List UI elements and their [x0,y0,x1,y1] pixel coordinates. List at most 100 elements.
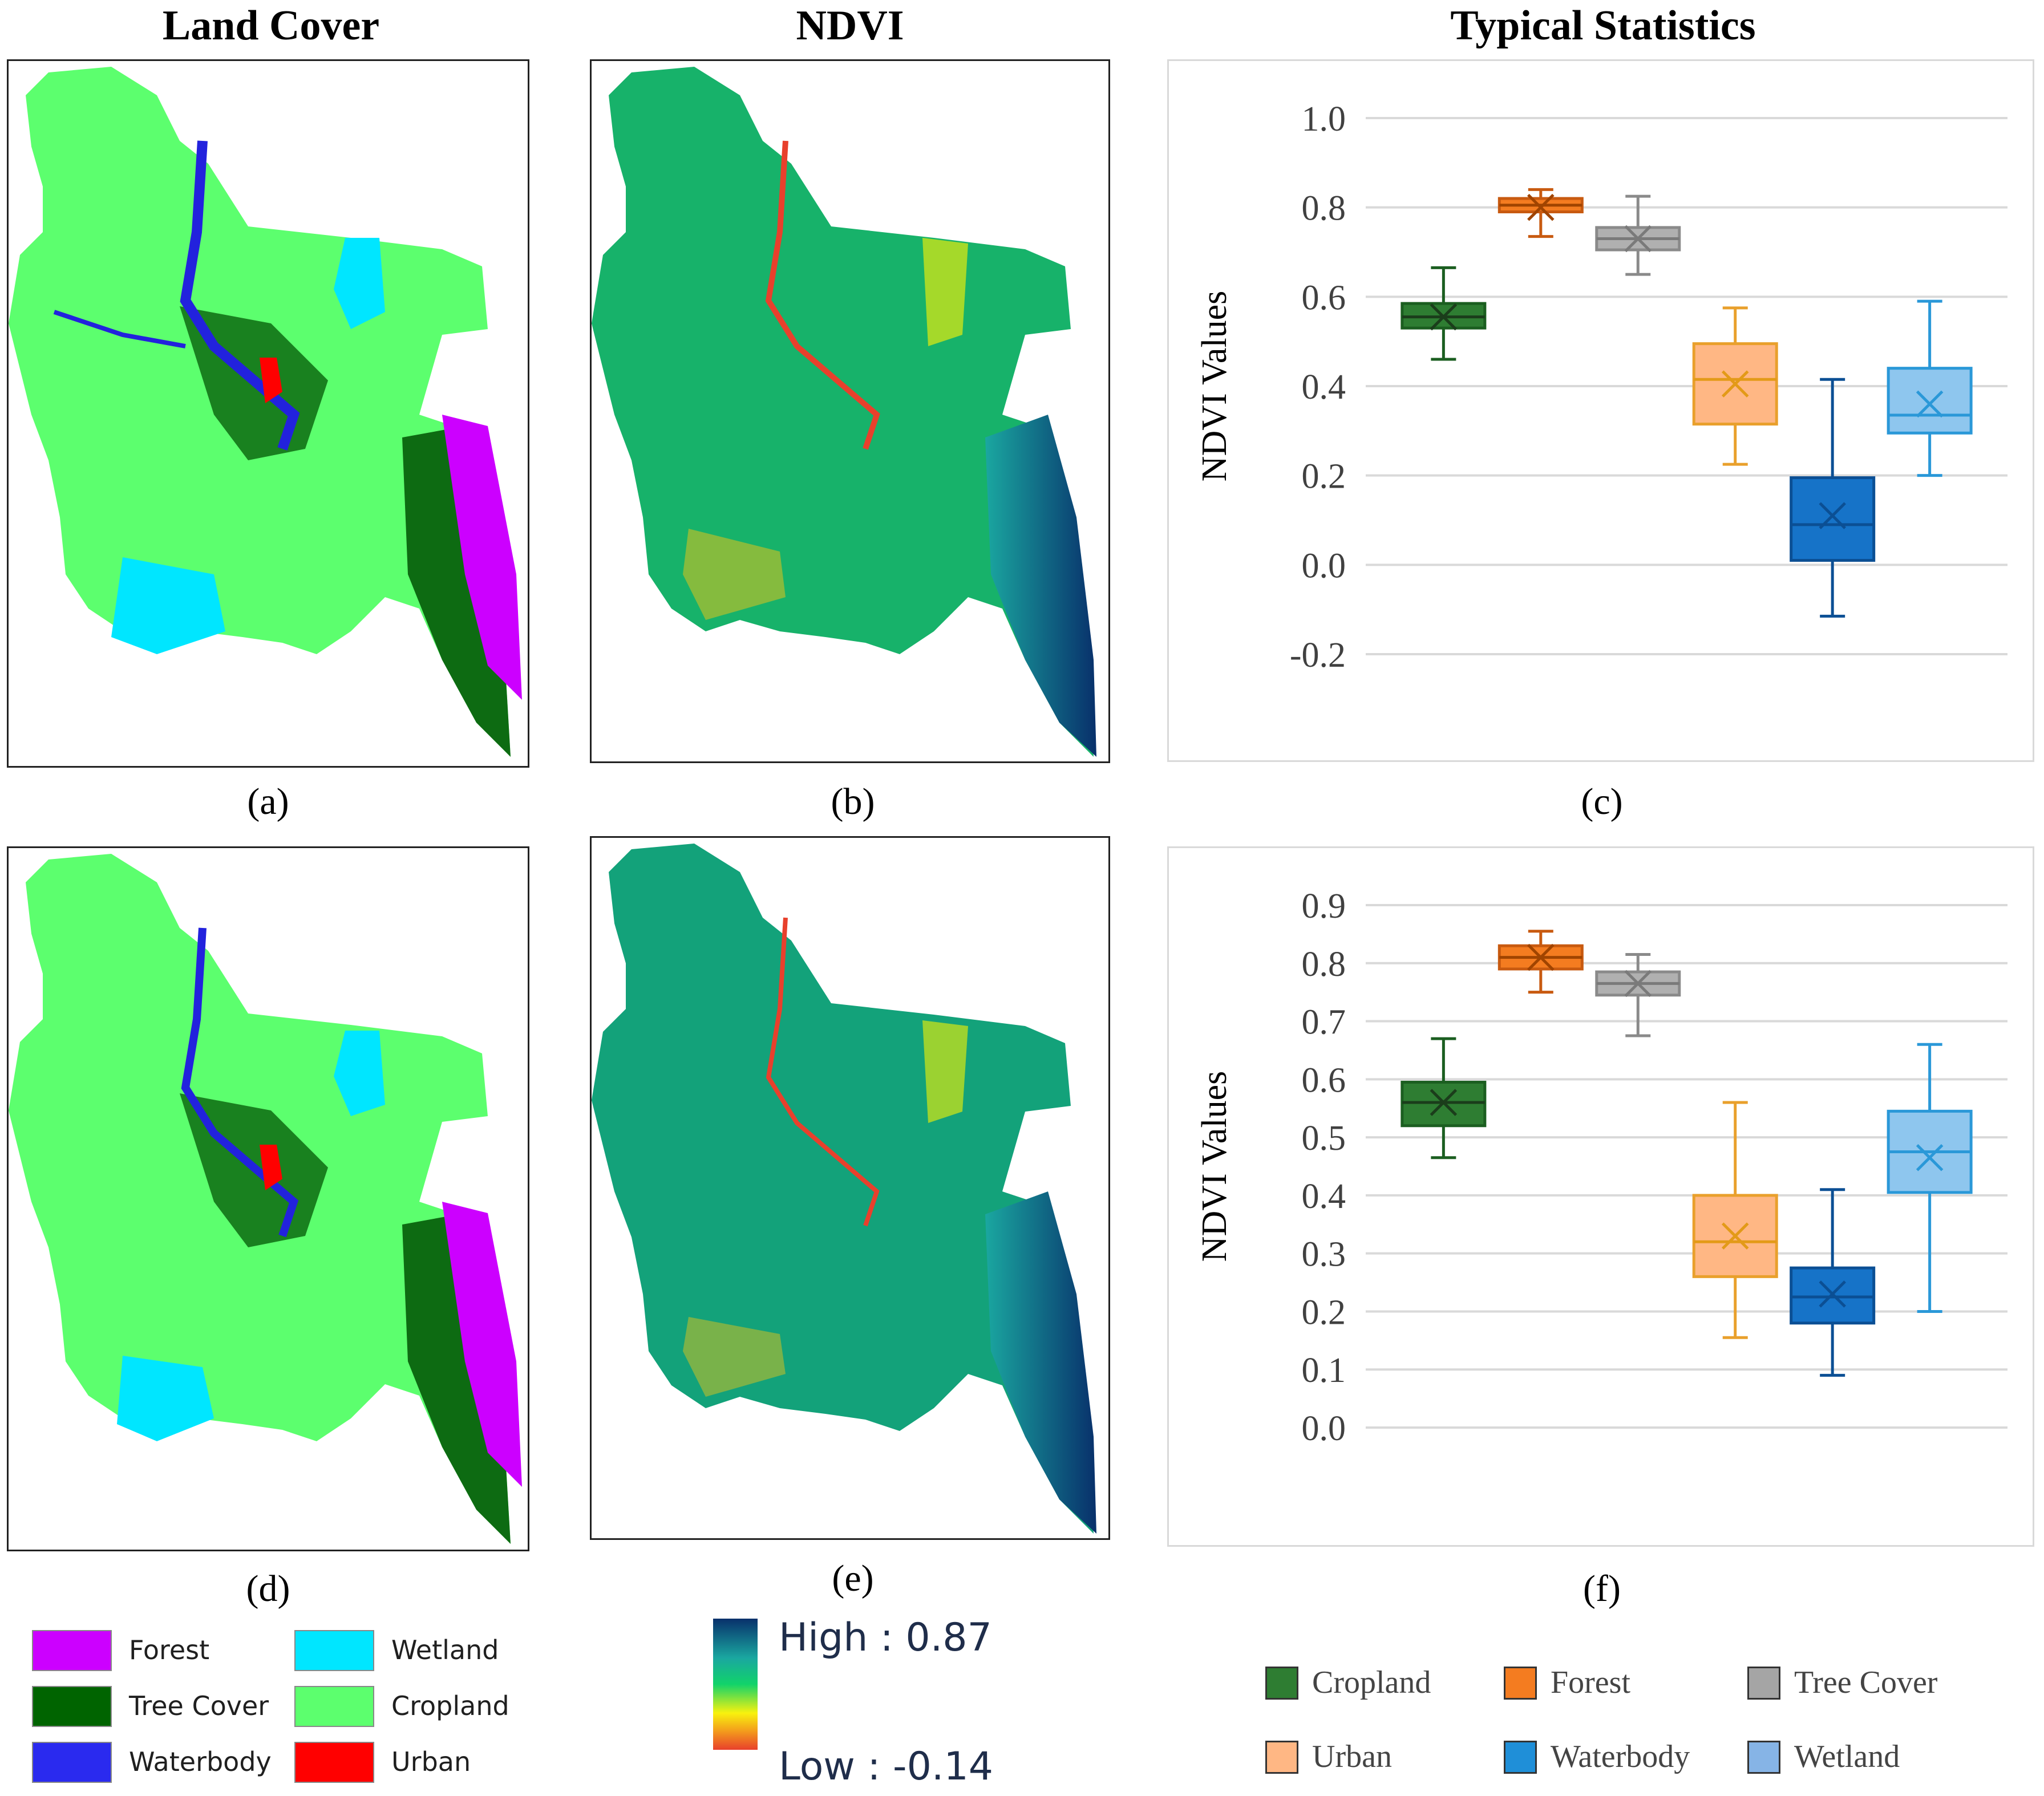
panel-label-a: (a) [247,781,289,822]
y-axis-label: NDVI Values [1195,291,1234,482]
mean-marker [1430,303,1458,331]
ndvi-river [766,917,880,1227]
mean-marker [1819,1280,1846,1308]
box-waterbody [1790,378,1876,618]
ndvi-map-e [590,836,1110,1540]
river [180,140,300,451]
wetland-south [111,557,225,654]
urban-patch [260,358,282,403]
legend-swatch-tree-cover [32,1686,112,1727]
stat-label-forest: Forest [1551,1665,1630,1700]
boxplot-chart-c: -0.2 0.0 0.2 0.4 0.6 0.8 1.0 NDVI Values [1195,100,2007,675]
wetland-north [334,238,385,329]
y-tick-label: 0.6 [1302,278,1346,317]
mean-marker [1916,390,1944,418]
box-iqr [1790,476,1876,562]
stat-label-tree-cover: Tree Cover [1794,1665,1938,1700]
box-forest [1497,930,1584,994]
stat-label-urban: Urban [1312,1739,1392,1774]
mean-marker [1624,225,1652,253]
stat-label-waterbody: Waterbody [1551,1739,1690,1774]
stat-swatch-cropland [1265,1667,1298,1700]
ndvi-north-yellow [922,1020,968,1123]
y-tick-label: 0.7 [1302,1003,1346,1042]
stat-swatch-tree-cover [1747,1667,1780,1700]
y-tick-label: 0.4 [1302,368,1346,407]
ndvi-color-ramp [713,1619,758,1750]
ndvi-map-b [590,59,1110,763]
legend-swatch-waterbody [32,1742,112,1783]
legend-swatch-forest [32,1630,112,1671]
stat-label-cropland: Cropland [1312,1665,1431,1700]
y-tick-label: 0.3 [1302,1235,1346,1274]
legend-label-waterbody: Waterbody [129,1746,272,1777]
urban-patch [260,1145,282,1190]
boxplot-chart-f: 0.0 0.1 0.2 0.3 0.4 0.5 0.6 0.7 0.8 0.9 NDVI Value… [1195,887,2007,1448]
y-tick-label: 0.5 [1302,1119,1346,1158]
y-tick-label: 0.9 [1302,887,1346,926]
legend-swatch-cropland [294,1686,374,1727]
ndvi-land [592,844,1094,1534]
chart-panel-c: -0.2 0.0 0.2 0.4 0.6 0.8 1.0 NDVI Values [1167,59,2034,762]
land-cover-map-a [7,59,529,768]
stat-swatch-forest [1504,1667,1537,1700]
panel-label-e: (e) [832,1558,874,1599]
y-tick-label: 1.0 [1302,100,1346,139]
stat-swatch-waterbody [1504,1741,1537,1774]
ndvi-river [765,140,880,450]
y-axis-label: NDVI Values [1195,1071,1234,1262]
box-urban [1692,1101,1778,1339]
box-iqr [1887,367,1973,435]
statistics-legend: Cropland Forest Tree Cover Urban Waterbo… [1265,1664,2030,1790]
panel-label-b: (b) [831,781,875,822]
wetland-north [334,1031,385,1116]
y-tick-label: 0.2 [1302,1293,1346,1332]
legend-label-wetland: Wetland [391,1635,499,1665]
ndvi-east-high [985,1191,1096,1534]
forest-region [442,1202,522,1487]
mean-marker [1527,943,1555,971]
box-wetland [1887,299,1973,477]
ndvi-header: NDVI [796,2,904,49]
river-west [53,310,186,348]
box-cropland [1401,1037,1487,1160]
forest-region [442,415,522,700]
mean-marker [1430,1089,1458,1116]
chart-panel-f: 0.0 0.1 0.2 0.3 0.4 0.5 0.6 0.7 0.8 0.9 NDVI Value… [1167,846,2034,1547]
land-cover-map-d [7,846,529,1551]
ndvi-land [592,67,1094,757]
ndvi-high-label: High : 0.87 [779,1615,992,1660]
ndvi-east-high [985,415,1096,757]
legend-label-forest: Forest [129,1635,210,1665]
panel-label-f: (f) [1583,1568,1621,1609]
wetland-south [117,1356,214,1441]
y-tick-label: 0.4 [1302,1177,1346,1216]
land-cover-map-d-image [9,854,522,1544]
y-tick-label: 0.8 [1302,945,1346,984]
box-urban [1692,306,1778,466]
y-tick-label: 0.0 [1302,546,1346,585]
mean-marker [1624,970,1652,998]
panel-label-d: (d) [246,1568,290,1609]
y-tick-label: 0.2 [1302,457,1346,496]
y-tick-label: 0.8 [1302,189,1346,228]
panel-label-c: (c) [1581,781,1623,822]
y-tick-label: 0.0 [1302,1409,1346,1448]
ndvi-north-yellow [922,238,968,346]
box-tree-cover [1595,194,1681,276]
river [181,927,299,1238]
mean-marker [1721,370,1749,398]
legend-swatch-wetland [294,1630,374,1671]
land-cover-header: Land Cover [162,2,380,49]
ndvi-map-b-image [592,67,1096,757]
mean-marker [1721,1222,1749,1250]
stat-swatch-wetland [1747,1741,1780,1774]
y-tick-label: 0.1 [1302,1351,1346,1390]
box-forest [1497,188,1584,238]
box-cropland [1401,266,1487,361]
mean-marker [1819,502,1846,529]
legend-label-cropland: Cropland [391,1690,509,1721]
land-cover-map-a-image [9,67,522,757]
ndvi-legend: High : 0.87 Low : -0.14 [713,1615,1033,1790]
legend-label-urban: Urban [391,1746,471,1777]
